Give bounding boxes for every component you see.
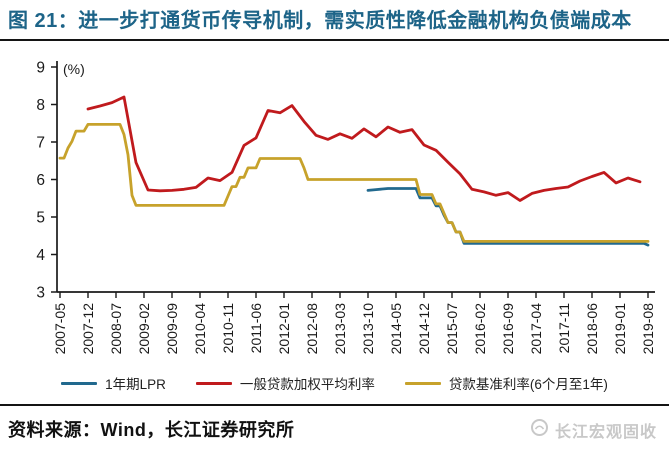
svg-text:2016-02: 2016-02 bbox=[472, 303, 488, 355]
watermark-label: 长江宏观固收 bbox=[554, 424, 657, 441]
brand-logo-icon bbox=[530, 418, 549, 442]
source-note: 资料来源：Wind，长江证券研究所 bbox=[8, 420, 295, 440]
general-loan-line-swatch bbox=[195, 381, 232, 385]
chart-legend: 1年期LPR 一般贷款加权平均利率 贷款基准利率(6个月至1年) bbox=[0, 373, 669, 393]
legend-item-benchmark-rate: 贷款基准利率(6个月至1年) bbox=[404, 373, 608, 393]
rate-line-chart: 9 8 7 6 5 4 3 (%) 2007-05 2007-12 2008-07 2009-02 20… bbox=[36, 60, 656, 355]
svg-text:2012-08: 2012-08 bbox=[304, 303, 320, 355]
svg-text:8: 8 bbox=[36, 97, 45, 114]
lpr-line-swatch bbox=[61, 381, 98, 385]
svg-text:2008-07: 2008-07 bbox=[108, 303, 124, 355]
svg-text:2010-04: 2010-04 bbox=[192, 303, 208, 355]
svg-text:2017-04: 2017-04 bbox=[528, 303, 544, 355]
svg-text:4: 4 bbox=[36, 247, 45, 264]
legend-label: 贷款基准利率(6个月至1年) bbox=[448, 377, 608, 392]
svg-text:2018-06: 2018-06 bbox=[584, 303, 600, 355]
svg-text:2009-02: 2009-02 bbox=[136, 303, 152, 355]
svg-text:2016-09: 2016-09 bbox=[500, 303, 516, 355]
svg-text:2012-01: 2012-01 bbox=[276, 303, 292, 355]
svg-text:2014-05: 2014-05 bbox=[388, 303, 404, 355]
svg-text:2013-03: 2013-03 bbox=[332, 303, 348, 355]
svg-text:2007-12: 2007-12 bbox=[80, 303, 96, 355]
benchmark-line-swatch bbox=[404, 381, 441, 385]
svg-text:9: 9 bbox=[36, 60, 45, 77]
title-divider bbox=[0, 39, 669, 41]
svg-text:2019-01: 2019-01 bbox=[612, 303, 628, 355]
footer-divider bbox=[0, 404, 669, 406]
legend-label: 1年期LPR bbox=[105, 377, 166, 392]
svg-text:7: 7 bbox=[36, 135, 45, 152]
svg-text:2011-06: 2011-06 bbox=[248, 303, 264, 354]
svg-text:5: 5 bbox=[36, 210, 45, 227]
figure-title: 图 21：进一步打通货币传导机制，需实质性降低金融机构负债端成本 bbox=[8, 10, 632, 32]
svg-text:2009-09: 2009-09 bbox=[164, 303, 180, 355]
svg-text:6: 6 bbox=[36, 172, 45, 189]
legend-item-general-loan-rate: 一般贷款加权平均利率 bbox=[195, 373, 375, 393]
svg-text:2010-11: 2010-11 bbox=[220, 303, 236, 354]
report-figure: 图 21：进一步打通货币传导机制，需实质性降低金融机构负债端成本 9 8 7 6 5 4 3… bbox=[0, 8, 669, 460]
watermark: 长江宏观固收 bbox=[530, 418, 657, 442]
legend-label: 一般贷款加权平均利率 bbox=[239, 377, 375, 392]
svg-text:2013-10: 2013-10 bbox=[360, 303, 376, 355]
svg-text:2007-05: 2007-05 bbox=[52, 303, 68, 355]
svg-text:2019-08: 2019-08 bbox=[640, 303, 656, 355]
svg-text:3: 3 bbox=[36, 285, 45, 302]
svg-text:2017-11: 2017-11 bbox=[556, 303, 572, 354]
legend-item-1y-lpr: 1年期LPR bbox=[61, 373, 166, 393]
svg-text:2014-12: 2014-12 bbox=[416, 303, 432, 355]
svg-text:(%): (%) bbox=[63, 61, 85, 77]
svg-text:2015-07: 2015-07 bbox=[444, 303, 460, 355]
